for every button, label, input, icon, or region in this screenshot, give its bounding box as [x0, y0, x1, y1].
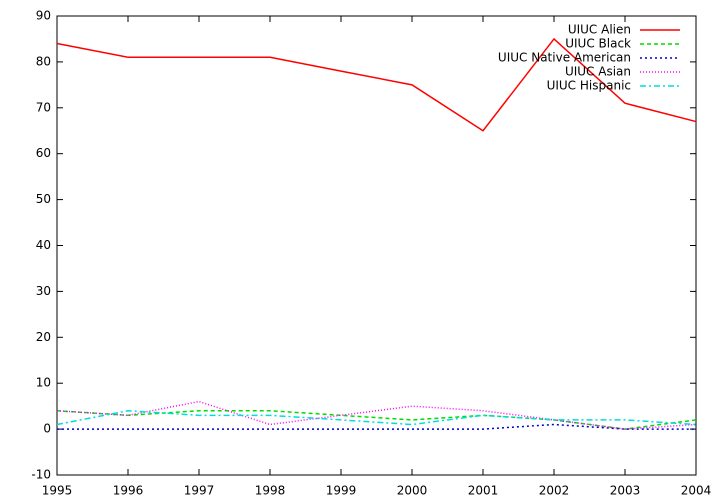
x-tick-label: 1999	[326, 484, 357, 498]
series-line	[56, 409, 697, 430]
y-tick-label: 90	[36, 9, 51, 23]
y-tick-label: 30	[36, 284, 51, 298]
y-tick-label: 0	[43, 422, 51, 436]
legend-label: UIUC Hispanic	[547, 79, 631, 93]
y-tick-label: 70	[36, 100, 51, 114]
legend-label: UIUC Native American	[498, 51, 631, 65]
plot-frame	[56, 15, 697, 476]
legend-label: UIUC Black	[565, 37, 631, 51]
series-line	[57, 423, 696, 430]
legend-label: UIUC Alien	[568, 23, 631, 37]
x-tick-label: 2004	[681, 484, 712, 498]
x-tick-label: 1996	[113, 484, 144, 498]
y-tick-label: -10	[31, 468, 51, 482]
x-tick-label: 2002	[539, 484, 570, 498]
series-line	[56, 400, 697, 430]
series-line	[56, 409, 697, 426]
y-tick-label: 20	[36, 330, 51, 344]
x-tick-label: 2000	[397, 484, 428, 498]
series-line	[56, 37, 697, 132]
y-tick-label: 80	[36, 54, 51, 68]
x-tick-label: 1995	[42, 484, 73, 498]
legend-label: UIUC Asian	[565, 65, 631, 79]
x-tick-label: 1997	[184, 484, 215, 498]
x-tick-label: 2003	[610, 484, 641, 498]
y-tick-label: 40	[36, 238, 51, 252]
y-tick-label: 50	[36, 192, 51, 206]
x-tick-label: 1998	[255, 484, 286, 498]
x-tick-label: 2001	[468, 484, 499, 498]
y-tick-label: 60	[36, 146, 51, 160]
y-tick-label: 10	[36, 376, 51, 390]
